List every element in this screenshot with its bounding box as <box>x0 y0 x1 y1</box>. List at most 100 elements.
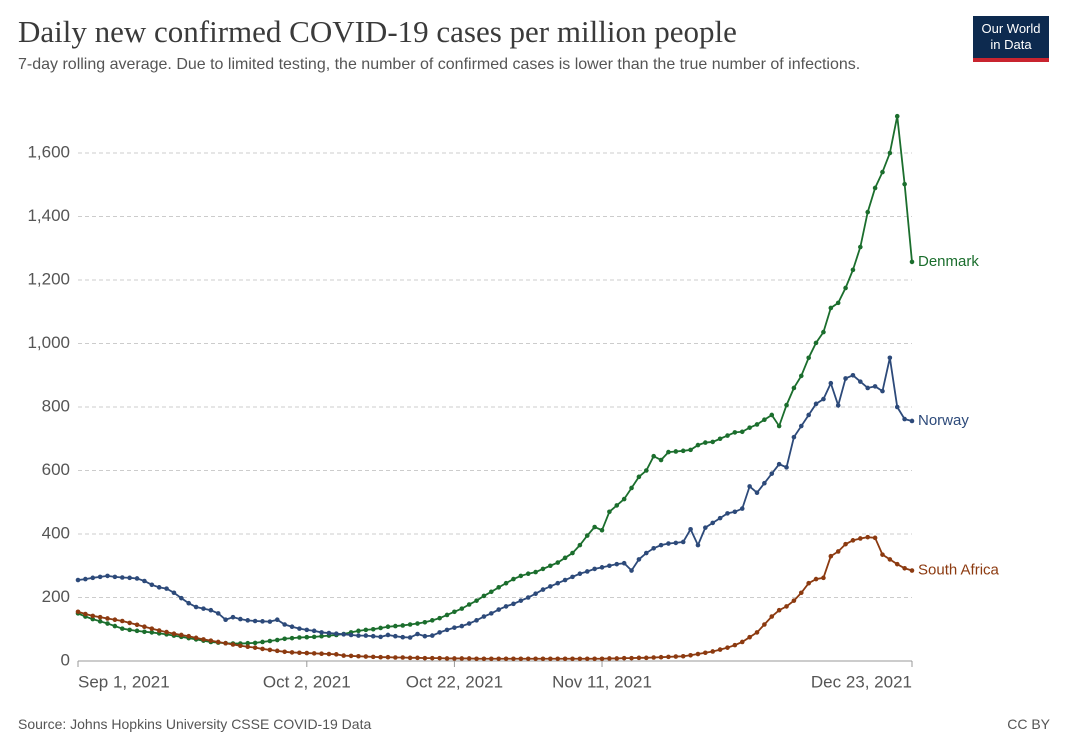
data-point <box>555 580 561 586</box>
data-point <box>762 417 767 423</box>
data-point <box>481 614 487 619</box>
data-point <box>865 534 871 540</box>
data-point <box>230 642 236 647</box>
data-point <box>732 642 738 648</box>
data-point <box>710 649 716 654</box>
data-point <box>739 506 745 511</box>
data-point <box>134 628 140 634</box>
data-point <box>119 618 125 624</box>
data-point <box>902 565 907 571</box>
data-point <box>850 372 856 378</box>
data-point <box>511 656 516 662</box>
data-point <box>651 545 656 551</box>
data-point <box>415 621 420 626</box>
chart-title: Daily new confirmed COVID-19 cases per m… <box>18 14 737 49</box>
data-point <box>806 355 811 361</box>
data-point <box>577 542 583 548</box>
data-point <box>784 604 789 609</box>
data-point <box>105 621 110 626</box>
data-point <box>326 630 332 636</box>
data-point <box>407 655 413 661</box>
license[interactable]: CC BY <box>1007 716 1050 732</box>
data-point <box>776 423 782 429</box>
data-point <box>105 573 110 579</box>
data-point <box>732 509 738 515</box>
data-point <box>474 656 479 662</box>
data-point <box>319 630 324 635</box>
data-point <box>629 568 634 573</box>
data-point <box>474 618 479 623</box>
data-point <box>274 648 280 654</box>
data-point <box>378 634 383 640</box>
logo[interactable]: Our World in Data <box>973 16 1049 62</box>
data-point <box>378 654 383 660</box>
data-point <box>518 656 524 662</box>
data-point <box>835 300 841 306</box>
data-point <box>193 604 199 610</box>
data-point <box>385 624 391 630</box>
data-point <box>636 655 642 661</box>
x-tick-label: Nov 11, 2021 <box>552 672 652 691</box>
data-point <box>843 541 848 547</box>
data-point <box>695 442 701 448</box>
data-point <box>289 624 295 630</box>
data-point <box>872 384 878 389</box>
data-point <box>762 622 767 627</box>
data-point <box>592 524 597 530</box>
data-point <box>429 618 435 623</box>
data-point <box>577 656 583 662</box>
data-point <box>548 563 553 569</box>
data-point <box>356 633 361 638</box>
data-point <box>444 656 450 661</box>
data-point <box>769 412 775 418</box>
series-label: Denmark <box>918 253 979 270</box>
data-point <box>703 650 708 656</box>
data-point <box>223 640 228 646</box>
data-point <box>791 598 797 603</box>
data-point <box>644 550 649 556</box>
chart-subtitle: 7-day rolling average. Due to limited te… <box>18 56 861 73</box>
data-point <box>548 584 553 589</box>
data-point <box>474 598 479 603</box>
data-point <box>437 655 442 661</box>
series-label: Norway <box>918 412 969 429</box>
data-point <box>452 625 457 630</box>
data-point <box>666 541 671 546</box>
data-point <box>614 656 620 661</box>
data-point <box>127 575 132 581</box>
data-point <box>97 614 103 620</box>
data-point <box>274 617 280 623</box>
series-label: South Africa <box>918 561 1000 578</box>
data-point <box>621 655 627 661</box>
data-point <box>149 630 155 635</box>
data-point <box>201 606 206 611</box>
data-point <box>607 656 612 661</box>
data-point <box>252 618 258 624</box>
data-point <box>865 385 871 391</box>
data-point <box>297 626 302 631</box>
data-point <box>437 630 442 635</box>
series-line <box>77 116 913 645</box>
logo-line: Our World <box>981 21 1041 36</box>
data-point <box>644 468 649 473</box>
data-point <box>680 653 686 659</box>
data-point <box>540 587 546 592</box>
data-point <box>710 439 716 445</box>
data-point <box>511 601 516 607</box>
data-point <box>400 655 406 660</box>
data-point <box>813 576 819 582</box>
data-point <box>370 626 376 632</box>
data-point <box>658 457 664 463</box>
data-point <box>171 590 177 596</box>
data-point <box>673 449 679 454</box>
x-tick-label: Oct 2, 2021 <box>263 672 351 691</box>
data-point <box>385 654 391 660</box>
data-point <box>821 575 826 581</box>
data-point <box>230 614 236 620</box>
data-point <box>260 639 265 645</box>
data-point <box>171 631 177 636</box>
data-point <box>636 557 642 562</box>
data-point <box>577 571 583 576</box>
data-point <box>658 654 664 660</box>
